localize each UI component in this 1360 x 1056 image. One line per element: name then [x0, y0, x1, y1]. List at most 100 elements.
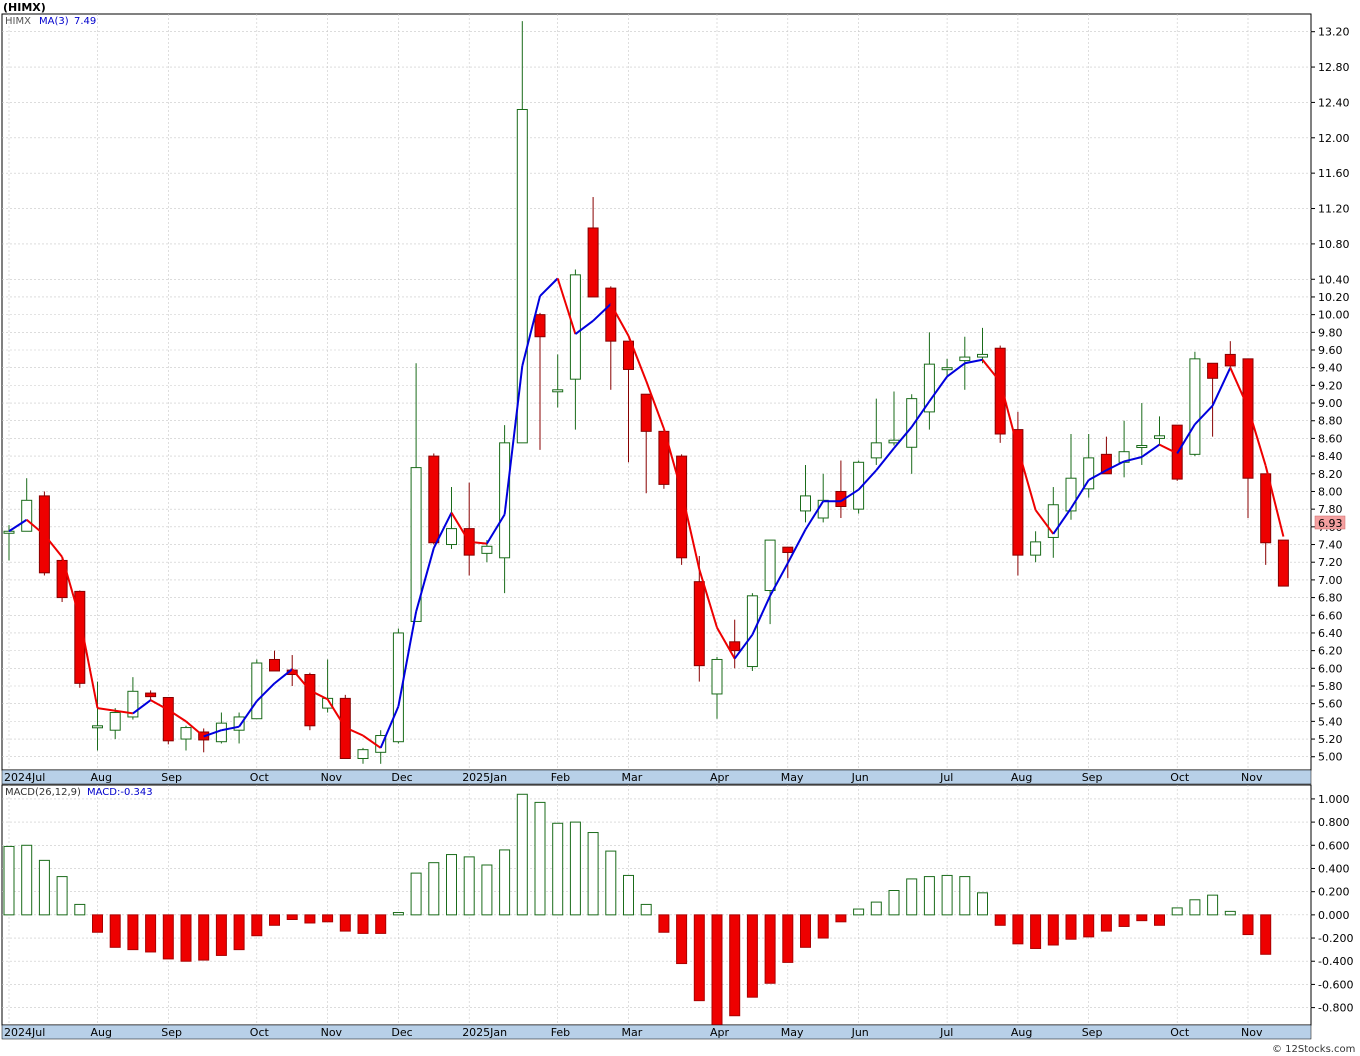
candle-up [446, 487, 457, 549]
ma-segment [627, 335, 648, 382]
ma-segment [733, 634, 754, 660]
ma-segment [256, 682, 276, 702]
candle-up [977, 327, 988, 364]
macd-bar [711, 914, 723, 1026]
price-y-tick-label: 9.60 [1318, 344, 1343, 357]
macd-y-tick-label: 0.800 [1318, 816, 1350, 829]
ma-segment [1105, 460, 1125, 472]
ma-segment [910, 400, 931, 428]
ma-segment [450, 512, 471, 543]
macd-bar [870, 901, 882, 916]
price-x-tick-label: Oct [1170, 771, 1190, 784]
macd-y-tick-label: -0.400 [1318, 955, 1353, 968]
macd-x-tick-label: Nov [1241, 1026, 1263, 1039]
price-y-tick-label: 6.00 [1318, 662, 1343, 675]
price-x-axis: 2024Jul Aug Sep Oct Nov Dec 2025Jan Feb Mar Apr Ma… [4, 771, 1263, 784]
price-y-tick-label: 9.80 [1318, 326, 1343, 339]
chart-title: (HIMX) [3, 1, 46, 14]
ma-segment [680, 491, 701, 570]
price-x-tick-label: Nov [1241, 771, 1263, 784]
candle-up [410, 363, 422, 622]
macd-bar [1065, 914, 1077, 940]
ma-segment [469, 540, 487, 545]
candle-up [746, 593, 758, 671]
macd-x-tick-label: Nov [321, 1026, 343, 1039]
macd-x-axis-band [1, 1024, 1312, 1040]
price-y-tick-label: 6.40 [1318, 627, 1343, 640]
candle-down [304, 672, 316, 731]
candle-body [1012, 429, 1024, 556]
candle-down [1242, 358, 1254, 518]
price-y-tick-label: 9.40 [1318, 362, 1343, 375]
price-x-tick-label: Mar [622, 771, 643, 784]
macd-bar [623, 874, 634, 916]
ma-segment [185, 720, 205, 738]
candle-body [552, 389, 564, 393]
candle-body [534, 314, 546, 338]
candle-up [906, 394, 918, 474]
candle-body [569, 274, 581, 380]
candle-body [587, 227, 599, 298]
macd-bar [38, 859, 50, 916]
candle-body [269, 658, 280, 672]
ma-segment [1264, 465, 1285, 537]
macd-bar [1012, 914, 1024, 945]
ma-segment [574, 320, 594, 335]
ma-segment [61, 556, 81, 619]
macd-y-tick-label: 0.000 [1318, 909, 1350, 922]
candle-up [1065, 434, 1077, 520]
candle-body [746, 595, 758, 668]
macd-bar [180, 914, 192, 962]
candle-body [499, 442, 511, 559]
macd-bar [800, 914, 811, 948]
candle-body [729, 641, 741, 652]
price-y-tick-label: 9.00 [1318, 397, 1343, 410]
macd-bar [1118, 914, 1130, 927]
macd-bar [1242, 914, 1254, 936]
price-grid [2, 14, 1311, 770]
macd-bar [605, 850, 617, 916]
macd-bar [1030, 914, 1042, 949]
macd-bar [693, 914, 705, 1002]
price-y-tick-label: 12.00 [1318, 132, 1350, 145]
macd-bar [1047, 914, 1059, 946]
price-x-tick-label: Oct [250, 771, 270, 784]
legend-ma-label: MA(3) [39, 16, 69, 27]
macd-bar [499, 849, 511, 916]
macd-bar [162, 914, 174, 960]
candle-up [1030, 531, 1042, 563]
candle-down [428, 453, 440, 545]
ma-segment [167, 709, 187, 723]
macd-bar [941, 874, 953, 916]
price-y-tick-label: 7.00 [1318, 574, 1343, 587]
candle-body [1030, 541, 1042, 556]
price-y-tick-label: 11.20 [1318, 203, 1350, 216]
candle-body [74, 590, 86, 684]
candle-up [392, 628, 404, 744]
ma-segment [1016, 447, 1037, 511]
candle-down [640, 393, 652, 494]
candle-body [1136, 444, 1148, 448]
macd-bar [127, 914, 139, 951]
macd-bar [286, 914, 298, 920]
macd-bar [233, 914, 245, 951]
candle-down [74, 590, 86, 688]
price-x-tick-label: Aug [91, 771, 112, 784]
candle-body [994, 347, 1006, 435]
last-price-label: 6.93 [1318, 517, 1343, 530]
macd-x-tick-label: Mar [622, 1026, 643, 1039]
macd-bar [410, 872, 422, 916]
price-y-tick-label: 7.80 [1318, 503, 1343, 516]
candle-down [693, 556, 705, 682]
price-y-tick-label: 5.80 [1318, 680, 1343, 693]
candle-body [21, 499, 33, 532]
price-x-tick-label: Apr [710, 771, 730, 784]
price-x-tick-label: 2025Jan [462, 771, 507, 784]
ma-segment [1141, 443, 1161, 458]
macd-y-tick-label: -0.800 [1318, 1002, 1353, 1015]
candle-up [569, 269, 581, 430]
ma-segment [132, 699, 152, 715]
ma-segment [503, 365, 524, 515]
candle-up [357, 747, 369, 764]
ma-segment [964, 358, 983, 365]
